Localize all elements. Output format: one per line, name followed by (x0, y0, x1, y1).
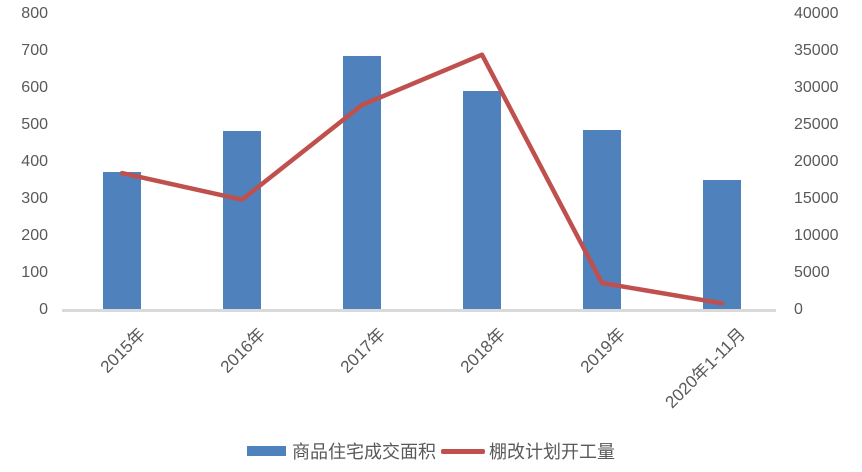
y-axis-left-tick-label: 800 (21, 5, 48, 22)
legend-bar-swatch (247, 446, 286, 456)
y-axis-left-tick-label: 200 (21, 227, 48, 244)
legend-item-line: 棚改计划开工量 (441, 438, 615, 464)
y-axis-right-tick-label: 10000 (794, 227, 839, 244)
y-axis-left-tick-label: 600 (21, 79, 48, 96)
y-axis-right-tick-label: 35000 (794, 42, 839, 59)
legend-line-swatch (441, 448, 485, 454)
y-axis-right-tick-label: 15000 (794, 190, 839, 207)
y-axis-right-tick-label: 25000 (794, 116, 839, 133)
bar-2018年 (463, 90, 501, 310)
y-axis-left-tick-label: 100 (21, 264, 48, 281)
y-axis-left-tick-label: 700 (21, 42, 48, 59)
bar-2016年 (223, 130, 261, 310)
y-axis-left-tick-label: 500 (21, 116, 48, 133)
y-axis-left-tick-label: 0 (39, 301, 48, 318)
y-axis-right-tick-label: 20000 (794, 153, 839, 170)
bar-2015年 (103, 171, 141, 310)
legend: 商品住宅成交面积 棚改计划开工量 (0, 439, 862, 463)
y-axis-right-tick-label: 0 (794, 301, 803, 318)
line-series (119, 52, 725, 306)
legend-label: 棚改计划开工量 (489, 442, 615, 462)
y-axis-right-tick-label: 40000 (794, 5, 839, 22)
legend-item-bar: 商品住宅成交面积 (247, 438, 436, 464)
y-axis-left-tick-label: 300 (21, 190, 48, 207)
y-axis-right-tick-label: 30000 (794, 79, 839, 96)
y-axis-right-tick-label: 5000 (794, 264, 830, 281)
y-axis-left-tick-label: 400 (21, 153, 48, 170)
x-axis-line (62, 309, 776, 312)
legend-label: 商品住宅成交面积 (292, 442, 436, 462)
bar-2020年1-11月 (703, 180, 741, 310)
